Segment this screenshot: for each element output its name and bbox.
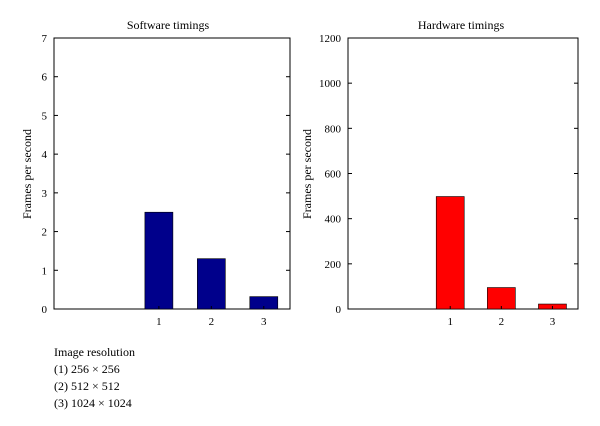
x-tick-label: 1 (447, 316, 453, 328)
y-tick-label: 5 (42, 110, 48, 122)
charts-figure: Software timings Frames per second 0 1 2 3 4… (20, 18, 579, 328)
y-axis-label: Frames per second (300, 129, 314, 219)
legend-item: (1) 256 × 256 (54, 362, 120, 376)
legend-item: (2) 512 × 512 (54, 379, 120, 393)
y-tick-label: 1 (42, 265, 48, 277)
y-tick-label: 1200 (319, 33, 342, 45)
chart-title: Software timings (127, 18, 210, 32)
y-tick-label: 800 (325, 123, 342, 135)
x-tick-label: 2 (499, 316, 505, 328)
y-tick-label: 3 (42, 188, 48, 200)
legend-heading: Image resolution (54, 345, 135, 359)
x-tick-label: 2 (209, 316, 215, 328)
resolution-legend: Image resolution (1) 256 × 256 (2) 512 ×… (54, 344, 135, 412)
y-ticks: 0 200 400 600 800 1000 1200 (319, 33, 578, 316)
hardware-chart: Hardware timings Frames per second 0 200 4… (300, 18, 579, 328)
y-tick-label: 7 (42, 33, 48, 45)
bars (435, 196, 567, 310)
bar-1 (144, 211, 174, 310)
x-ticks: 1 2 3 (156, 306, 267, 328)
software-chart: Software timings Frames per second 0 1 2 3 4… (20, 18, 291, 328)
y-tick-label: 0 (42, 304, 48, 316)
y-tick-label: 2 (42, 227, 48, 239)
x-tick-label: 3 (550, 316, 556, 328)
y-tick-label: 0 (336, 304, 342, 316)
y-tick-label: 4 (42, 149, 48, 161)
x-ticks: 1 2 3 (447, 306, 556, 328)
x-tick-label: 3 (261, 316, 267, 328)
y-tick-label: 200 (325, 259, 342, 271)
bar-2 (487, 287, 516, 310)
y-ticks: 0 1 2 3 4 5 6 7 (42, 33, 290, 316)
y-tick-label: 400 (325, 214, 342, 226)
chart-title: Hardware timings (418, 18, 505, 32)
bar-1 (435, 196, 465, 310)
y-tick-label: 6 (42, 72, 48, 84)
legend-item: (3) 1024 × 1024 (54, 396, 132, 410)
y-tick-label: 600 (325, 169, 342, 181)
y-tick-label: 1000 (319, 78, 342, 90)
bars (144, 211, 279, 310)
bar-2 (197, 258, 226, 310)
y-axis-label: Frames per second (20, 129, 34, 219)
x-tick-label: 1 (156, 316, 162, 328)
